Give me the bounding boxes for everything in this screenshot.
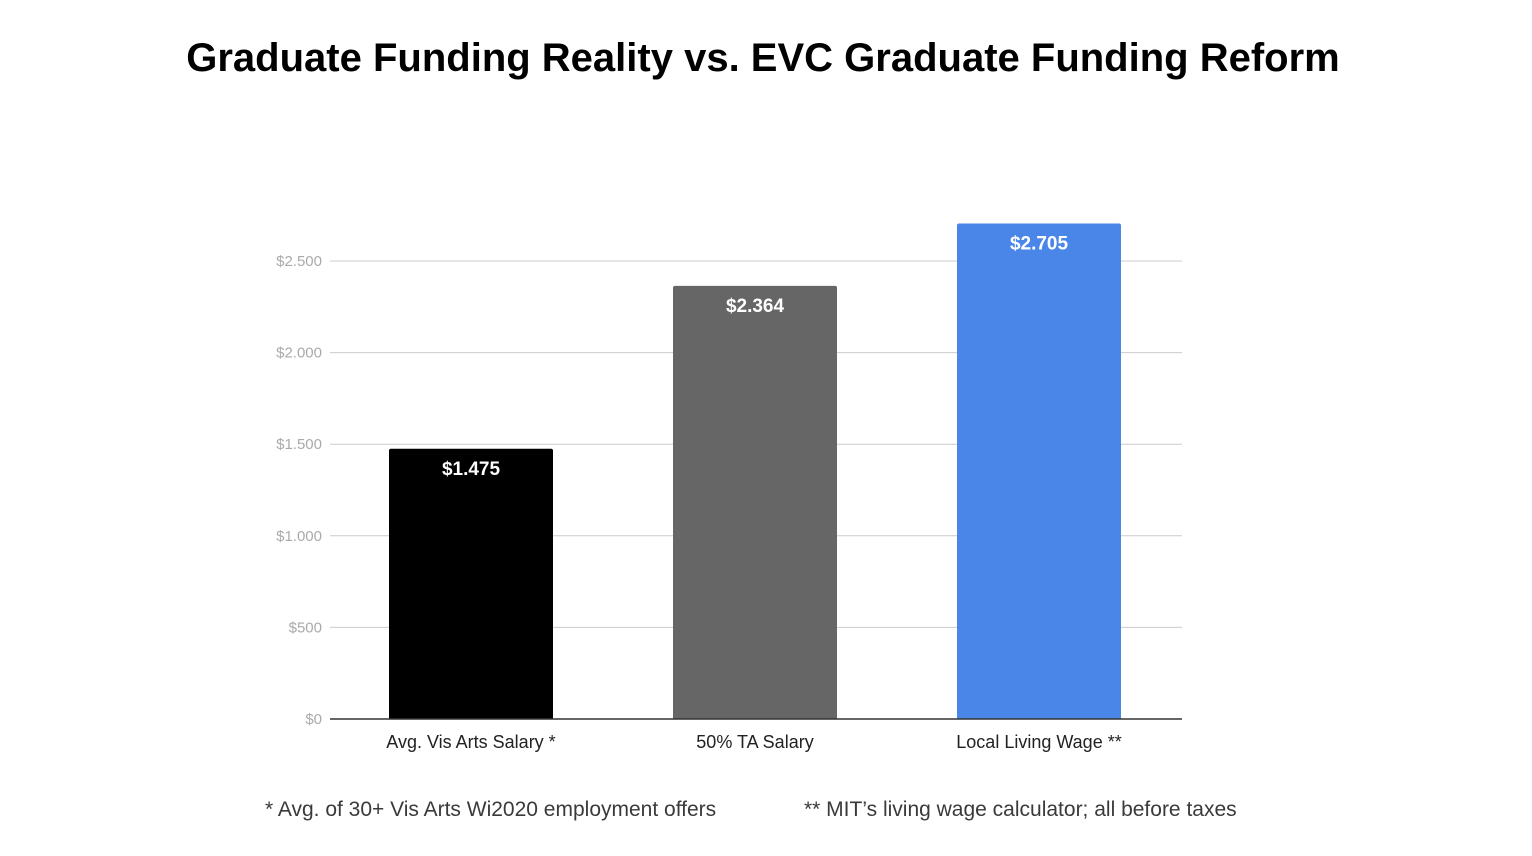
bar [673, 285, 837, 719]
x-tick-label: Local Living Wage ** [956, 732, 1121, 752]
footnote-left: * Avg. of 30+ Vis Arts Wi2020 employment… [265, 798, 717, 821]
bar-value-labels: $1.475 $2.364 $2.705 [442, 233, 1069, 479]
bar [957, 223, 1121, 719]
footnote-right: ** MIT’s living wage calculator; all bef… [804, 798, 1237, 821]
y-tick-label: $500 [289, 619, 322, 636]
bar [389, 448, 553, 719]
bar-value-label: $1.475 [442, 459, 501, 480]
x-axis-category-labels: Avg. Vis Arts Salary * 50% TA Salary Local… [386, 732, 1121, 752]
x-tick-label: 50% TA Salary [696, 732, 813, 752]
chart-title: Graduate Funding Reality vs. EVC Graduat… [186, 36, 1340, 80]
y-tick-label: $1.500 [276, 436, 322, 453]
y-tick-label: $0 [305, 711, 322, 728]
y-tick-label: $2.000 [276, 345, 322, 362]
y-axis-tick-labels: $0 $500 $1.000 $1.500 $2.000 $2.500 [276, 253, 322, 728]
x-tick-label: Avg. Vis Arts Salary * [386, 732, 555, 752]
bar-value-label: $2.705 [1010, 233, 1069, 254]
y-tick-label: $1.000 [276, 528, 322, 545]
bar-value-label: $2.364 [726, 296, 785, 317]
y-tick-label: $2.500 [276, 253, 322, 270]
bars [389, 223, 1121, 719]
